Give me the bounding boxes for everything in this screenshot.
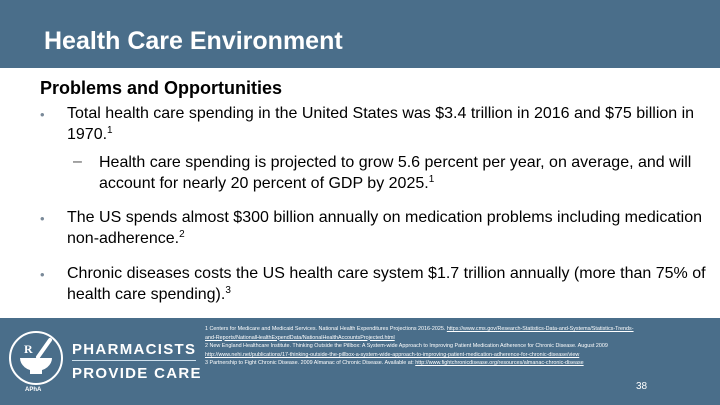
footnote-ref: 1: [428, 173, 435, 185]
footer-bar: [0, 318, 720, 405]
reference-line: http://www.nehi.net/publications/17-thin…: [205, 351, 715, 360]
reference-link[interactable]: https://www.cms.gov/Research-Statistics-…: [446, 326, 634, 332]
sub-bullet-text: Health care spending is projected to gro…: [99, 154, 692, 192]
page-number: 38: [636, 381, 648, 392]
slide-subtitle: Problems and Opportunities: [40, 78, 283, 98]
reference-line: 3 Partnership to Fight Chronic Disease. …: [205, 360, 584, 367]
slide-title: Health Care Environment: [44, 27, 343, 55]
footnote-ref: 2: [179, 228, 185, 240]
bullet-text-2: The US spends almost $300 billion annual…: [67, 209, 703, 247]
pharmacists-provide-care-logo: R APhA PHARMACISTS PROVIDE CARE: [8, 322, 204, 400]
mortar-pestle-rx-icon: R: [9, 331, 63, 385]
reference-link[interactable]: and-Reports/NationalHealthExpendData/Nat…: [205, 334, 395, 341]
logo-text-provide-care: PROVIDE CARE: [72, 365, 202, 382]
reference-link[interactable]: http://www.fightchronicdisease.org/resou…: [415, 360, 584, 367]
title-bar: Health Care Environment: [0, 0, 720, 68]
reference-line: and-Reports/NationalHealthExpendData/Nat…: [205, 334, 715, 343]
bullet-marker: •: [40, 267, 45, 282]
apha-wordmark: APhA: [25, 387, 42, 393]
footnote-ref: 1: [107, 124, 113, 136]
bullet-marker: •: [40, 107, 45, 122]
logo-text-pharmacists: PHARMACISTS: [72, 341, 197, 358]
sub-bullet-marker: –: [73, 153, 82, 170]
bullet-marker: •: [40, 211, 45, 226]
references: 1 Centers for Medicare and Medicaid Serv…: [205, 325, 715, 368]
footnote-ref: 3: [225, 284, 231, 296]
bullet-text-1: Total health care spending in the United…: [67, 105, 695, 143]
bullet-text-3: Chronic diseases costs the US health car…: [67, 265, 706, 303]
reference-line: 2 New England Healthcare Institute. Thin…: [205, 343, 608, 350]
reference-line: 1 Centers for Medicare and Medicaid Serv…: [205, 326, 634, 332]
logo-divider: [72, 360, 196, 361]
reference-link[interactable]: http://www.nehi.net/publications/17-thin…: [205, 351, 580, 358]
svg-text:R: R: [24, 342, 33, 356]
